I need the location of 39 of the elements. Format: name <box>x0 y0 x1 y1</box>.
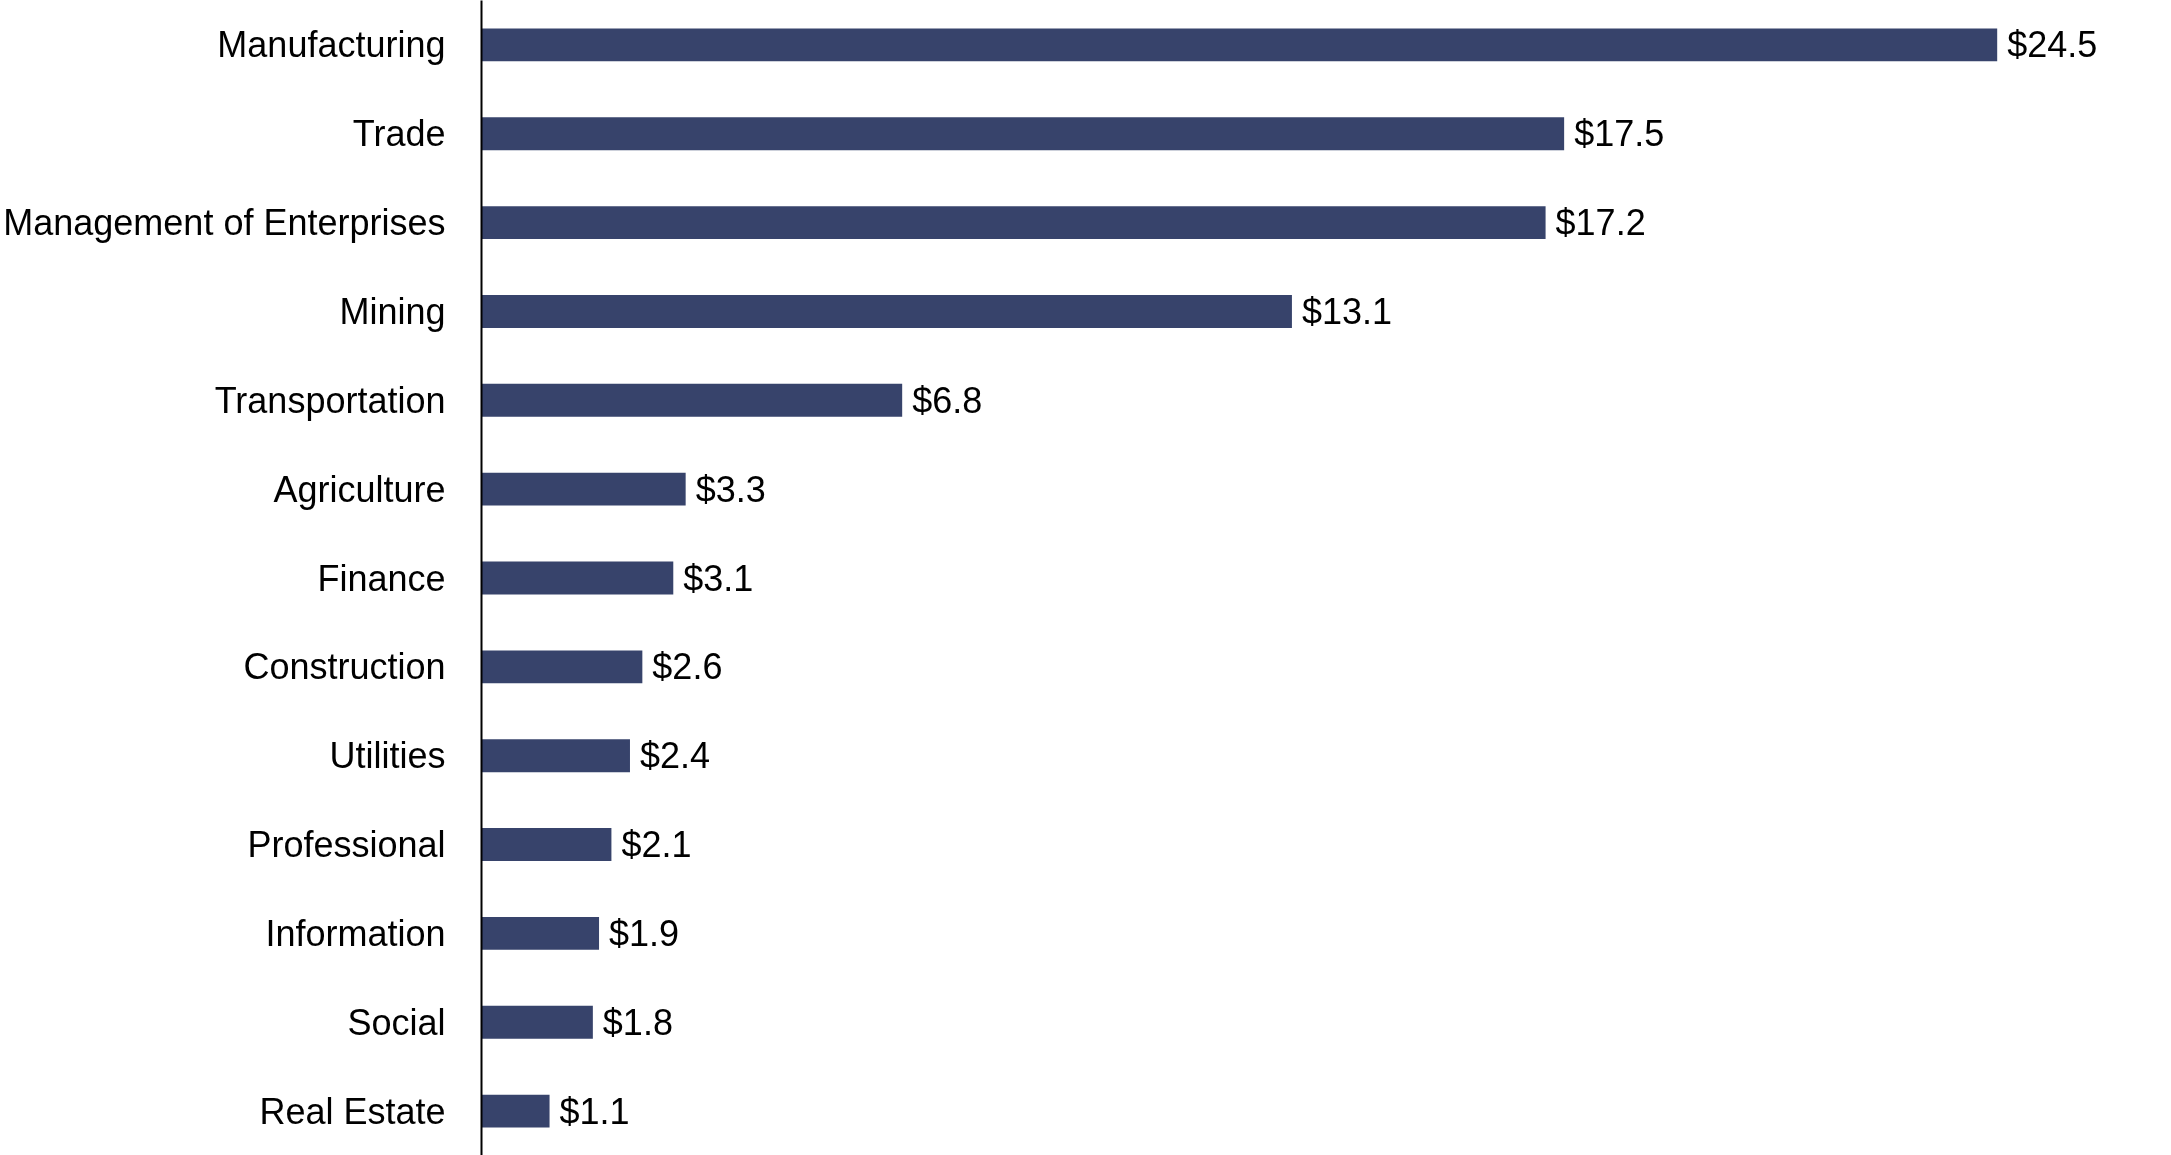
data-label: $3.1 <box>683 557 754 599</box>
bar <box>481 472 686 506</box>
data-label: $1.1 <box>559 1090 630 1132</box>
y-tick-label: Utilities <box>329 735 446 777</box>
data-label: $2.1 <box>621 824 692 866</box>
y-tick-label: Construction <box>243 646 446 688</box>
data-label: $13.1 <box>1301 290 1393 332</box>
bar <box>481 117 1565 151</box>
y-tick-label: Management of Enterprises <box>3 202 446 244</box>
bar <box>481 650 643 684</box>
bar <box>481 295 1292 328</box>
data-label: $24.5 <box>2007 24 2098 66</box>
y-tick-label: Real Estate <box>259 1090 446 1132</box>
y-tick-label: Transportation <box>214 379 446 421</box>
y-tick-label: Manufacturing <box>217 24 446 66</box>
data-label: $2.6 <box>652 646 723 688</box>
data-label: $1.8 <box>602 1001 673 1043</box>
data-label: $1.9 <box>609 912 680 954</box>
data-label: $3.3 <box>695 468 766 510</box>
y-tick-label: Information <box>265 912 446 954</box>
data-label: $17.2 <box>1555 202 1646 244</box>
y-tick-label: Mining <box>339 290 446 332</box>
y-tick-label: Finance <box>317 557 446 599</box>
data-label: $17.5 <box>1574 113 1665 155</box>
bar <box>481 1094 550 1128</box>
bar <box>481 739 630 773</box>
bar <box>481 206 1546 240</box>
bar <box>481 916 600 950</box>
bar <box>481 561 674 595</box>
data-label: $6.8 <box>912 379 983 421</box>
y-tick-label: Agriculture <box>273 468 446 510</box>
y-tick-label: Social <box>347 1001 446 1043</box>
bar <box>481 28 1998 62</box>
bar <box>481 383 903 417</box>
data-label: $2.4 <box>639 735 711 777</box>
y-tick-label: Professional <box>247 824 446 866</box>
bar <box>481 828 612 861</box>
bar <box>481 1005 593 1039</box>
y-tick-label: Trade <box>352 113 446 155</box>
